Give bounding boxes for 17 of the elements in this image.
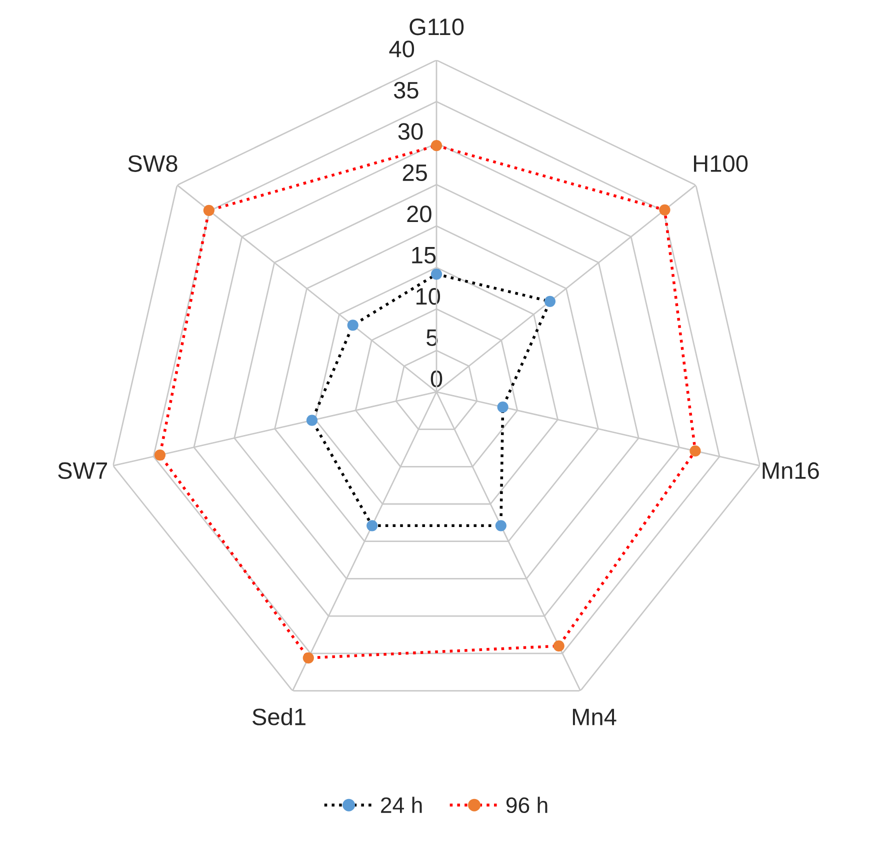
spoke-label: G110 bbox=[410, 18, 464, 36]
legend-label: 24 h bbox=[381, 796, 422, 813]
spoke-label: Mn16 bbox=[762, 462, 819, 480]
spoke-label: SW7 bbox=[58, 462, 108, 480]
y-tick-label: 0 bbox=[430, 370, 442, 388]
spoke-label: H100 bbox=[694, 155, 748, 172]
y-tick-label: 40 bbox=[389, 40, 414, 58]
y-tick-label: 15 bbox=[412, 247, 436, 264]
y-tick-label: 10 bbox=[416, 288, 440, 305]
y-tick-label: 30 bbox=[398, 123, 423, 140]
spoke-label: Sed1 bbox=[252, 708, 306, 726]
y-tick-label: 35 bbox=[394, 82, 418, 99]
spoke-label: SW8 bbox=[128, 155, 178, 172]
legend-label: 96 h bbox=[506, 796, 548, 814]
spoke-label: Mn4 bbox=[572, 708, 616, 726]
y-tick-label: 20 bbox=[407, 206, 432, 222]
y-tick-label: 25 bbox=[402, 164, 427, 182]
